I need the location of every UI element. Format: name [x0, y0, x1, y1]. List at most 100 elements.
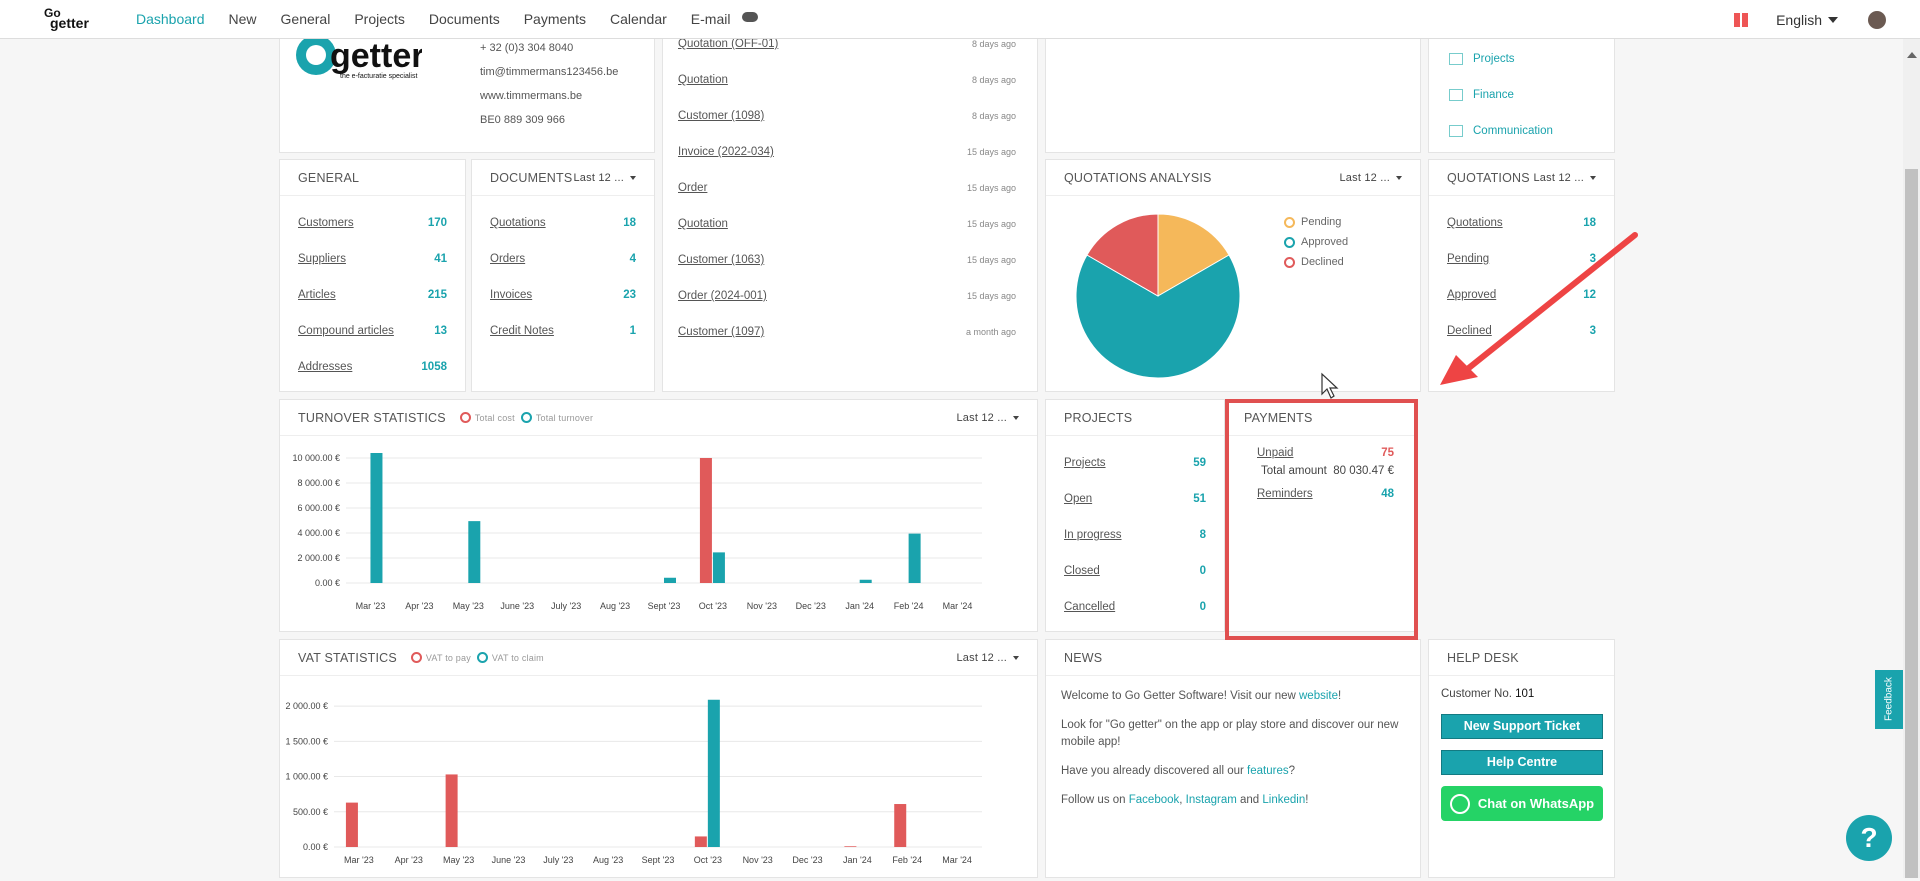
activity-link[interactable]: Invoice (2022-034) — [678, 146, 774, 158]
news-welcome: Welcome to Go Getter Software! Visit our… — [1061, 690, 1342, 702]
bar-total-turnover[interactable] — [664, 577, 676, 583]
bar-vat-to-pay[interactable] — [694, 836, 707, 847]
documents-orders-link[interactable]: Orders — [490, 253, 526, 265]
general-compound-articles-link[interactable]: Compound articles — [298, 325, 394, 337]
whatsapp-button[interactable]: Chat on WhatsApp — [1441, 786, 1603, 821]
activity-link[interactable]: Customer (1098) — [678, 110, 765, 122]
bar-vat-to-pay[interactable] — [894, 804, 907, 847]
quotations-period-dropdown[interactable]: Last 12 ... — [1533, 172, 1596, 184]
quotations-quotations-link[interactable]: Quotations — [1447, 217, 1503, 229]
quotations-analysis-period-dropdown[interactable]: Last 12 ... — [1339, 172, 1402, 184]
nav-new[interactable]: New — [228, 11, 257, 27]
turnover-period-dropdown[interactable]: Last 12 ... — [956, 412, 1019, 424]
nav-payments[interactable]: Payments — [523, 11, 586, 27]
projects-cancelled-link[interactable]: Cancelled — [1064, 601, 1116, 613]
nav-documents[interactable]: Documents — [428, 11, 500, 27]
facebook-link[interactable]: Facebook — [1128, 794, 1180, 806]
help-button[interactable]: ? — [1846, 815, 1892, 861]
vat-legend-pay[interactable]: VAT to pay — [410, 652, 471, 663]
quotations-declined-link[interactable]: Declined — [1447, 325, 1492, 337]
projects-open-link[interactable]: Open — [1064, 493, 1093, 505]
nav-calendar[interactable]: Calendar — [609, 11, 667, 27]
help-centre-button[interactable]: Help Centre — [1441, 750, 1603, 775]
language-selector[interactable]: English — [1776, 12, 1838, 28]
linkedin-link[interactable]: Linkedin — [1262, 794, 1306, 806]
vat-period-dropdown[interactable]: Last 12 ... — [956, 652, 1019, 664]
bar-vat-to-claim[interactable] — [707, 699, 720, 847]
projects-closed-link[interactable]: Closed — [1064, 565, 1100, 577]
y-tick-label: 500.00 € — [293, 807, 328, 817]
bar-total-turnover[interactable] — [468, 521, 481, 583]
nav-general[interactable]: General — [280, 11, 331, 27]
general-customers-link[interactable]: Customers — [298, 217, 354, 229]
bar-total-turnover[interactable] — [908, 533, 921, 583]
features-link[interactable]: features — [1247, 765, 1289, 777]
nav-projects[interactable]: Projects — [354, 11, 405, 27]
instagram-link[interactable]: Instagram — [1185, 794, 1237, 806]
activity-link[interactable]: Quotation — [678, 218, 728, 230]
quick-link-projects[interactable]: Projects — [1449, 41, 1614, 77]
feedback-tab[interactable]: Feedback — [1875, 670, 1903, 729]
new-support-ticket-button[interactable]: New Support Ticket — [1441, 714, 1603, 739]
pie-slice-pending[interactable] — [1157, 213, 1230, 297]
scrollbar-thumb[interactable] — [1905, 169, 1918, 878]
unpaid-link[interactable]: Unpaid — [1257, 447, 1294, 459]
gogetter-logo[interactable]: Go getter — [44, 6, 100, 32]
activity-link[interactable]: Quotation (OFF-01) — [678, 38, 779, 50]
pie-slice-declined[interactable] — [1086, 213, 1159, 297]
recent-activity-panel: Quotation (OFF-01) 8 days ago Quotation 8 d… — [662, 30, 1038, 392]
quotations-approved-link[interactable]: Approved — [1447, 289, 1497, 301]
documents-period-dropdown[interactable]: Last 12 ... — [573, 172, 636, 184]
quotations-pending-link[interactable]: Pending — [1447, 253, 1490, 265]
scroll-up-icon[interactable] — [1907, 47, 1917, 58]
bar-vat-to-pay[interactable] — [445, 774, 458, 847]
quick-link-communication[interactable]: Communication — [1449, 113, 1614, 149]
activity-link[interactable]: Order — [678, 182, 708, 194]
bar-total-cost[interactable] — [699, 458, 712, 583]
general-addresses-link[interactable]: Addresses — [298, 361, 353, 373]
activity-time: 15 days ago — [966, 291, 1016, 301]
turnover-legend-turnover[interactable]: Total turnover — [520, 412, 593, 423]
pie-slice-approved[interactable] — [1075, 254, 1241, 379]
avatar[interactable] — [1868, 10, 1886, 29]
quick-link-finance[interactable]: Finance — [1449, 77, 1614, 113]
documents-credit-notes-link[interactable]: Credit Notes — [490, 325, 554, 337]
pie-legend-approved[interactable]: Approved — [1284, 232, 1348, 252]
activity-link[interactable]: Customer (1097) — [678, 326, 765, 338]
projects-projects-link[interactable]: Projects — [1064, 457, 1106, 469]
quick-links-panel: Projects Finance Communication — [1428, 30, 1615, 153]
gift-icon[interactable] — [1734, 12, 1749, 27]
reminders-link[interactable]: Reminders — [1257, 488, 1313, 500]
bar-vat-to-pay[interactable] — [844, 846, 857, 847]
quotations-row: Approved 12 — [1447, 277, 1596, 313]
activity-link[interactable]: Quotation — [678, 74, 728, 86]
documents-invoices-link[interactable]: Invoices — [490, 289, 533, 301]
vat-legend-claim[interactable]: VAT to claim — [476, 652, 544, 663]
bar-vat-to-pay[interactable] — [345, 802, 358, 847]
x-tick-label: Dec '23 — [796, 601, 826, 611]
turnover-legend-cost[interactable]: Total cost — [459, 412, 515, 423]
bar-total-turnover[interactable] — [712, 552, 725, 583]
activity-link[interactable]: Customer (1063) — [678, 254, 765, 266]
documents-quotations-link[interactable]: Quotations — [490, 217, 546, 229]
activity-item: Quotation 8 days ago — [663, 62, 1037, 98]
nav-dashboard[interactable]: Dashboard — [136, 11, 205, 27]
bar-total-turnover[interactable] — [370, 453, 383, 583]
x-tick-label: Jan '24 — [843, 855, 872, 865]
general-articles-link[interactable]: Articles — [298, 289, 336, 301]
projects-in-progress-link[interactable]: In progress — [1064, 529, 1122, 541]
website-link[interactable]: website — [1299, 690, 1338, 702]
pie-legend-declined[interactable]: Declined — [1284, 252, 1348, 272]
general-suppliers-link[interactable]: Suppliers — [298, 253, 346, 265]
quotations-analysis-title: QUOTATIONS ANALYSIS — [1064, 170, 1212, 185]
general-title: GENERAL — [280, 160, 465, 196]
activity-link[interactable]: Order (2024-001) — [678, 290, 767, 302]
news-app: Look for "Go getter" on the app or play … — [1061, 719, 1399, 748]
pie-legend-pending[interactable]: Pending — [1284, 212, 1348, 232]
nav-email[interactable]: E-mail — [690, 11, 731, 27]
cloud-icon[interactable] — [742, 12, 759, 22]
page-scrollbar[interactable] — [1903, 39, 1920, 878]
highlight-box — [1225, 399, 1418, 640]
bar-total-turnover[interactable] — [859, 579, 872, 583]
quotations-row: Quotations 18 — [1447, 205, 1596, 241]
